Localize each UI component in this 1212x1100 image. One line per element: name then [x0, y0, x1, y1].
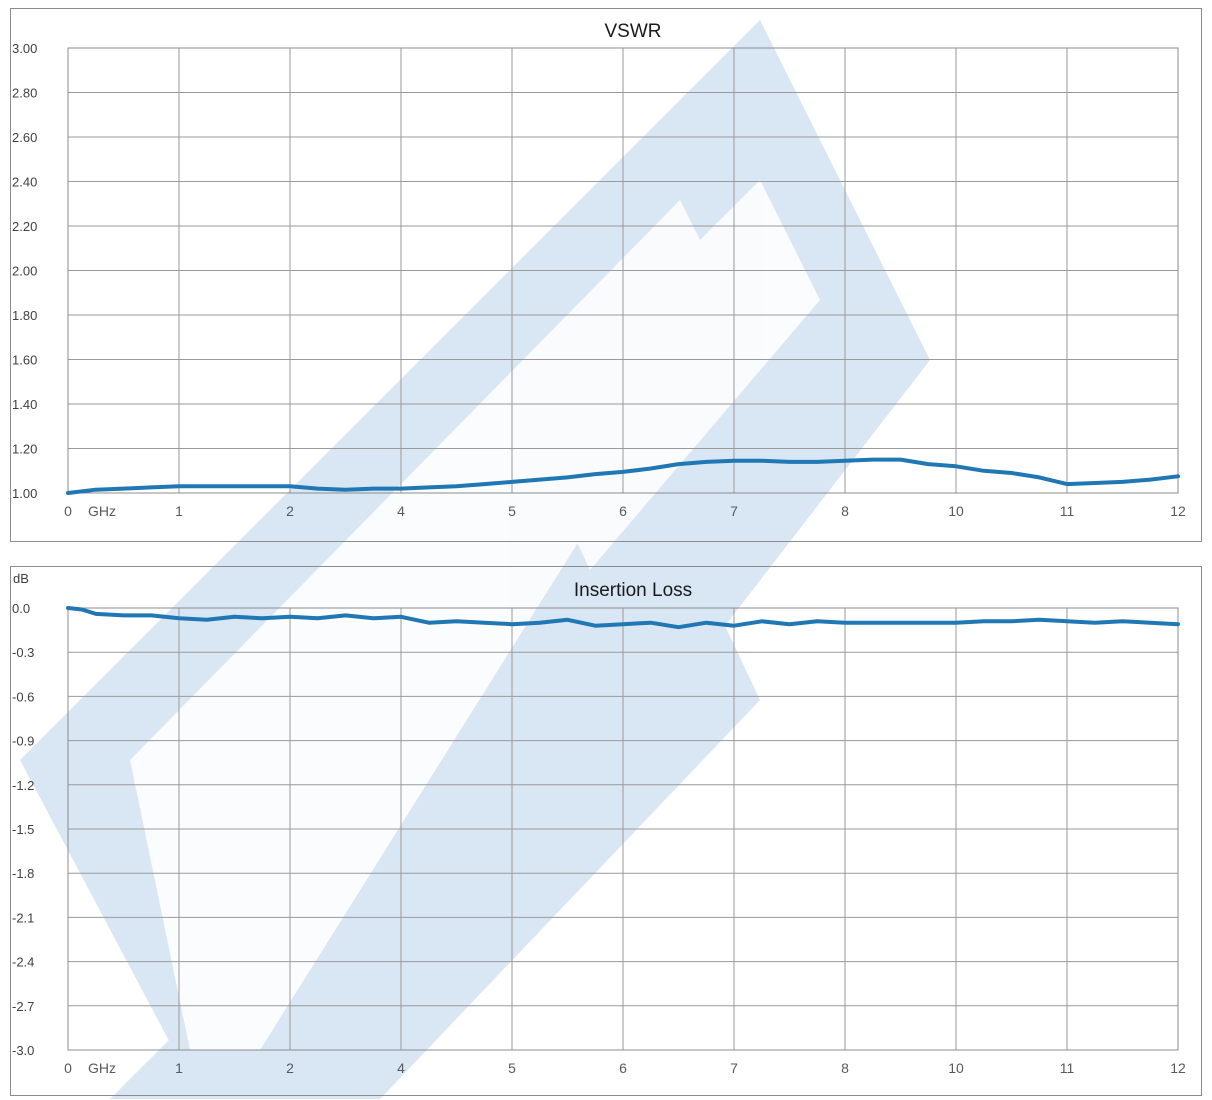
vswr-y-tick-label: 1.80 — [12, 308, 37, 323]
vswr-x-unit-label: GHz — [88, 503, 116, 519]
insertion-loss-chart: 0.0 -0.3 -0.6 -0.9 -1.2 -1.5 -1.8 -2.1 -2.4 -2.7 -… — [12, 571, 1186, 1076]
il-x-tick-label: 10 — [948, 1060, 964, 1076]
il-y-tick-label: -0.9 — [12, 734, 34, 749]
vswr-title: VSWR — [605, 21, 662, 42]
il-y-tick-label: -0.3 — [12, 645, 34, 660]
il-plot-area — [67, 607, 1179, 1051]
il-x-tick-label: 1 — [175, 1060, 183, 1076]
il-x-unit-label: GHz — [88, 1060, 116, 1076]
vswr-x-tick-label: 12 — [1170, 503, 1186, 519]
vswr-x-tick-label: 1 — [175, 503, 183, 519]
il-x-tick-label: 11 — [1060, 1060, 1075, 1076]
il-x-tick-label: 8 — [841, 1060, 849, 1076]
vswr-y-tick-label: 1.60 — [12, 353, 37, 368]
il-y-tick-label: -2.7 — [12, 999, 34, 1014]
vswr-y-tick-label: 2.60 — [12, 130, 37, 145]
vswr-plot-area — [67, 47, 1179, 494]
il-x-tick-label: 0 — [64, 1060, 72, 1076]
vswr-y-tick-label: 1.00 — [12, 486, 37, 501]
il-y-tick-label: -1.5 — [12, 822, 34, 837]
il-title: Insertion Loss — [574, 580, 692, 601]
il-y-tick-label: -2.1 — [12, 910, 34, 925]
il-y-tick-label: -2.4 — [12, 955, 34, 970]
il-x-tick-label: 12 — [1170, 1060, 1186, 1076]
vswr-x-tick-label: 6 — [619, 503, 627, 519]
vswr-y-tick-label: 3.00 — [12, 41, 37, 56]
il-y-tick-label: 0.0 — [12, 601, 30, 616]
il-y-unit-label: dB — [13, 571, 29, 586]
vswr-x-tick-label: 7 — [730, 503, 738, 519]
vswr-y-tick-label: 2.20 — [12, 219, 37, 234]
vswr-x-tick-label: 10 — [948, 503, 964, 519]
vswr-x-tick-label: 8 — [841, 503, 849, 519]
il-y-tick-label: -1.8 — [12, 866, 34, 881]
vswr-series-line — [66, 457, 1180, 495]
il-y-tick-label: -1.2 — [12, 778, 34, 793]
il-x-tick-label: 5 — [508, 1060, 516, 1076]
vswr-chart-panel: 1.00 1.20 1.40 1.60 1.80 2.00 2.20 2.40 2.60 2.80… — [10, 8, 1202, 542]
vswr-x-tick-label: 5 — [508, 503, 516, 519]
vswr-y-tick-label: 1.20 — [12, 442, 37, 457]
vswr-x-tick-label: 11 — [1060, 503, 1075, 519]
vswr-x-tick-label: 4 — [397, 503, 405, 519]
insertion-loss-chart-panel: 0.0 -0.3 -0.6 -0.9 -1.2 -1.5 -1.8 -2.1 -2.4 -2.7 -… — [10, 566, 1202, 1096]
vswr-chart: 1.00 1.20 1.40 1.60 1.80 2.00 2.20 2.40 2.60 2.80… — [12, 21, 1186, 519]
vswr-x-tick-label: 0 — [64, 503, 72, 519]
il-x-tick-label: 7 — [730, 1060, 738, 1076]
il-y-tick-label: -3.0 — [12, 1043, 34, 1058]
vswr-y-tick-label: 2.00 — [12, 264, 37, 279]
vswr-y-tick-label: 2.40 — [12, 175, 37, 190]
vswr-x-tick-label: 2 — [286, 503, 294, 519]
vswr-y-tick-label: 2.80 — [12, 86, 37, 101]
il-x-tick-label: 4 — [397, 1060, 405, 1076]
vswr-y-tick-label: 1.40 — [12, 397, 37, 412]
il-x-tick-label: 6 — [619, 1060, 627, 1076]
il-x-tick-label: 2 — [286, 1060, 294, 1076]
il-y-tick-label: -0.6 — [12, 689, 34, 704]
il-series-line — [66, 606, 1180, 630]
